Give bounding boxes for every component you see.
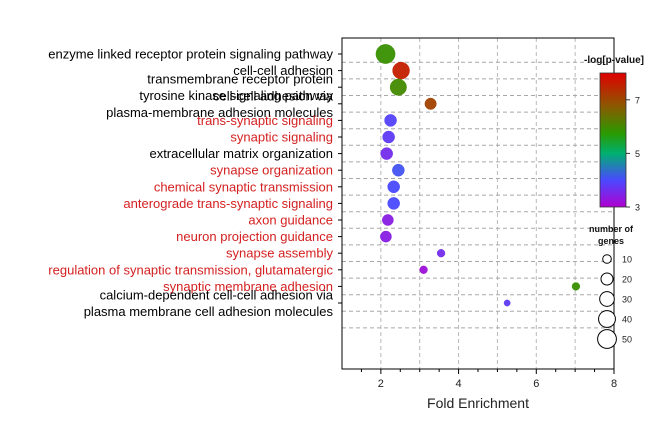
data-point xyxy=(437,249,445,257)
size-legend-circle xyxy=(598,330,617,349)
term-label: enzyme linked receptor protein signaling… xyxy=(48,47,333,62)
term-label: trans-synaptic signaling xyxy=(197,113,333,128)
data-point xyxy=(504,300,510,306)
size-legend-label: 30 xyxy=(622,295,632,305)
size-legend-label: 10 xyxy=(622,255,632,265)
y-axis-term-labels: enzyme linked receptor protein signaling… xyxy=(48,47,333,320)
size-legend-circle xyxy=(603,255,612,264)
term-label: regulation of synaptic transmission, glu… xyxy=(48,262,333,277)
size-legend-items: 10 20 30 40 50 xyxy=(598,255,632,349)
size-legend-circle xyxy=(600,292,615,307)
x-tick-label: 8 xyxy=(611,378,617,390)
term-label: chemical synaptic transmission xyxy=(154,179,333,194)
size-legend-label: 20 xyxy=(622,275,632,285)
term-label: plasma membrane cell adhesion molecules xyxy=(84,304,334,319)
data-point xyxy=(390,79,406,95)
term-label: calcium-dependent cell-cell adhesion via xyxy=(100,288,334,303)
size-legend: number of genes 10 20 30 40 50 xyxy=(589,224,634,348)
colorbar-tick-label: 7 xyxy=(635,95,640,105)
data-point xyxy=(383,131,395,143)
gridlines xyxy=(381,38,575,369)
colorbar-gradient xyxy=(600,73,626,207)
data-point xyxy=(381,148,393,160)
x-tick-label: 4 xyxy=(456,378,462,390)
data-point xyxy=(382,214,393,225)
data-point xyxy=(388,181,400,193)
data-point xyxy=(425,98,436,109)
term-label: transmembrane receptor protein xyxy=(147,72,333,87)
term-label: anterograde trans-synaptic signaling xyxy=(123,196,333,211)
plot-frame xyxy=(342,38,614,369)
size-legend-label: 50 xyxy=(622,335,632,345)
data-point xyxy=(388,197,400,209)
data-point xyxy=(392,164,404,176)
data-point xyxy=(380,231,391,242)
data-point xyxy=(572,283,580,291)
term-label: axon guidance xyxy=(248,213,333,228)
term-label: synapse organization xyxy=(210,163,333,178)
term-label: synapse assembly xyxy=(226,246,333,261)
size-legend-circle xyxy=(601,273,613,285)
colorbar-tick-label: 3 xyxy=(635,203,640,213)
size-legend-title-line1: number of xyxy=(589,224,634,234)
data-point xyxy=(420,266,428,274)
data-point xyxy=(376,44,395,63)
term-label: cell-cell adhesion via xyxy=(213,88,334,103)
size-legend-title-line2: genes xyxy=(598,236,624,246)
size-legend-circle xyxy=(599,311,616,328)
term-label: extracellular matrix organization xyxy=(149,146,333,161)
term-label: synaptic signaling xyxy=(230,130,333,145)
data-point xyxy=(393,62,410,79)
term-label: neuron projection guidance xyxy=(176,229,333,244)
size-legend-label: 40 xyxy=(622,315,632,325)
colorbar-legend: -log[p-value] 7 5 3 xyxy=(584,55,644,213)
data-point xyxy=(385,114,397,126)
colorbar-tick-label: 5 xyxy=(635,149,640,159)
colorbar-title: -log[p-value] xyxy=(584,55,644,66)
colorbar-ticks: 7 5 3 xyxy=(626,95,640,212)
x-tick-label: 2 xyxy=(378,378,384,390)
x-axis-title: Fold Enrichment xyxy=(427,395,529,411)
data-points xyxy=(376,44,580,306)
x-tick-label: 6 xyxy=(533,378,539,390)
